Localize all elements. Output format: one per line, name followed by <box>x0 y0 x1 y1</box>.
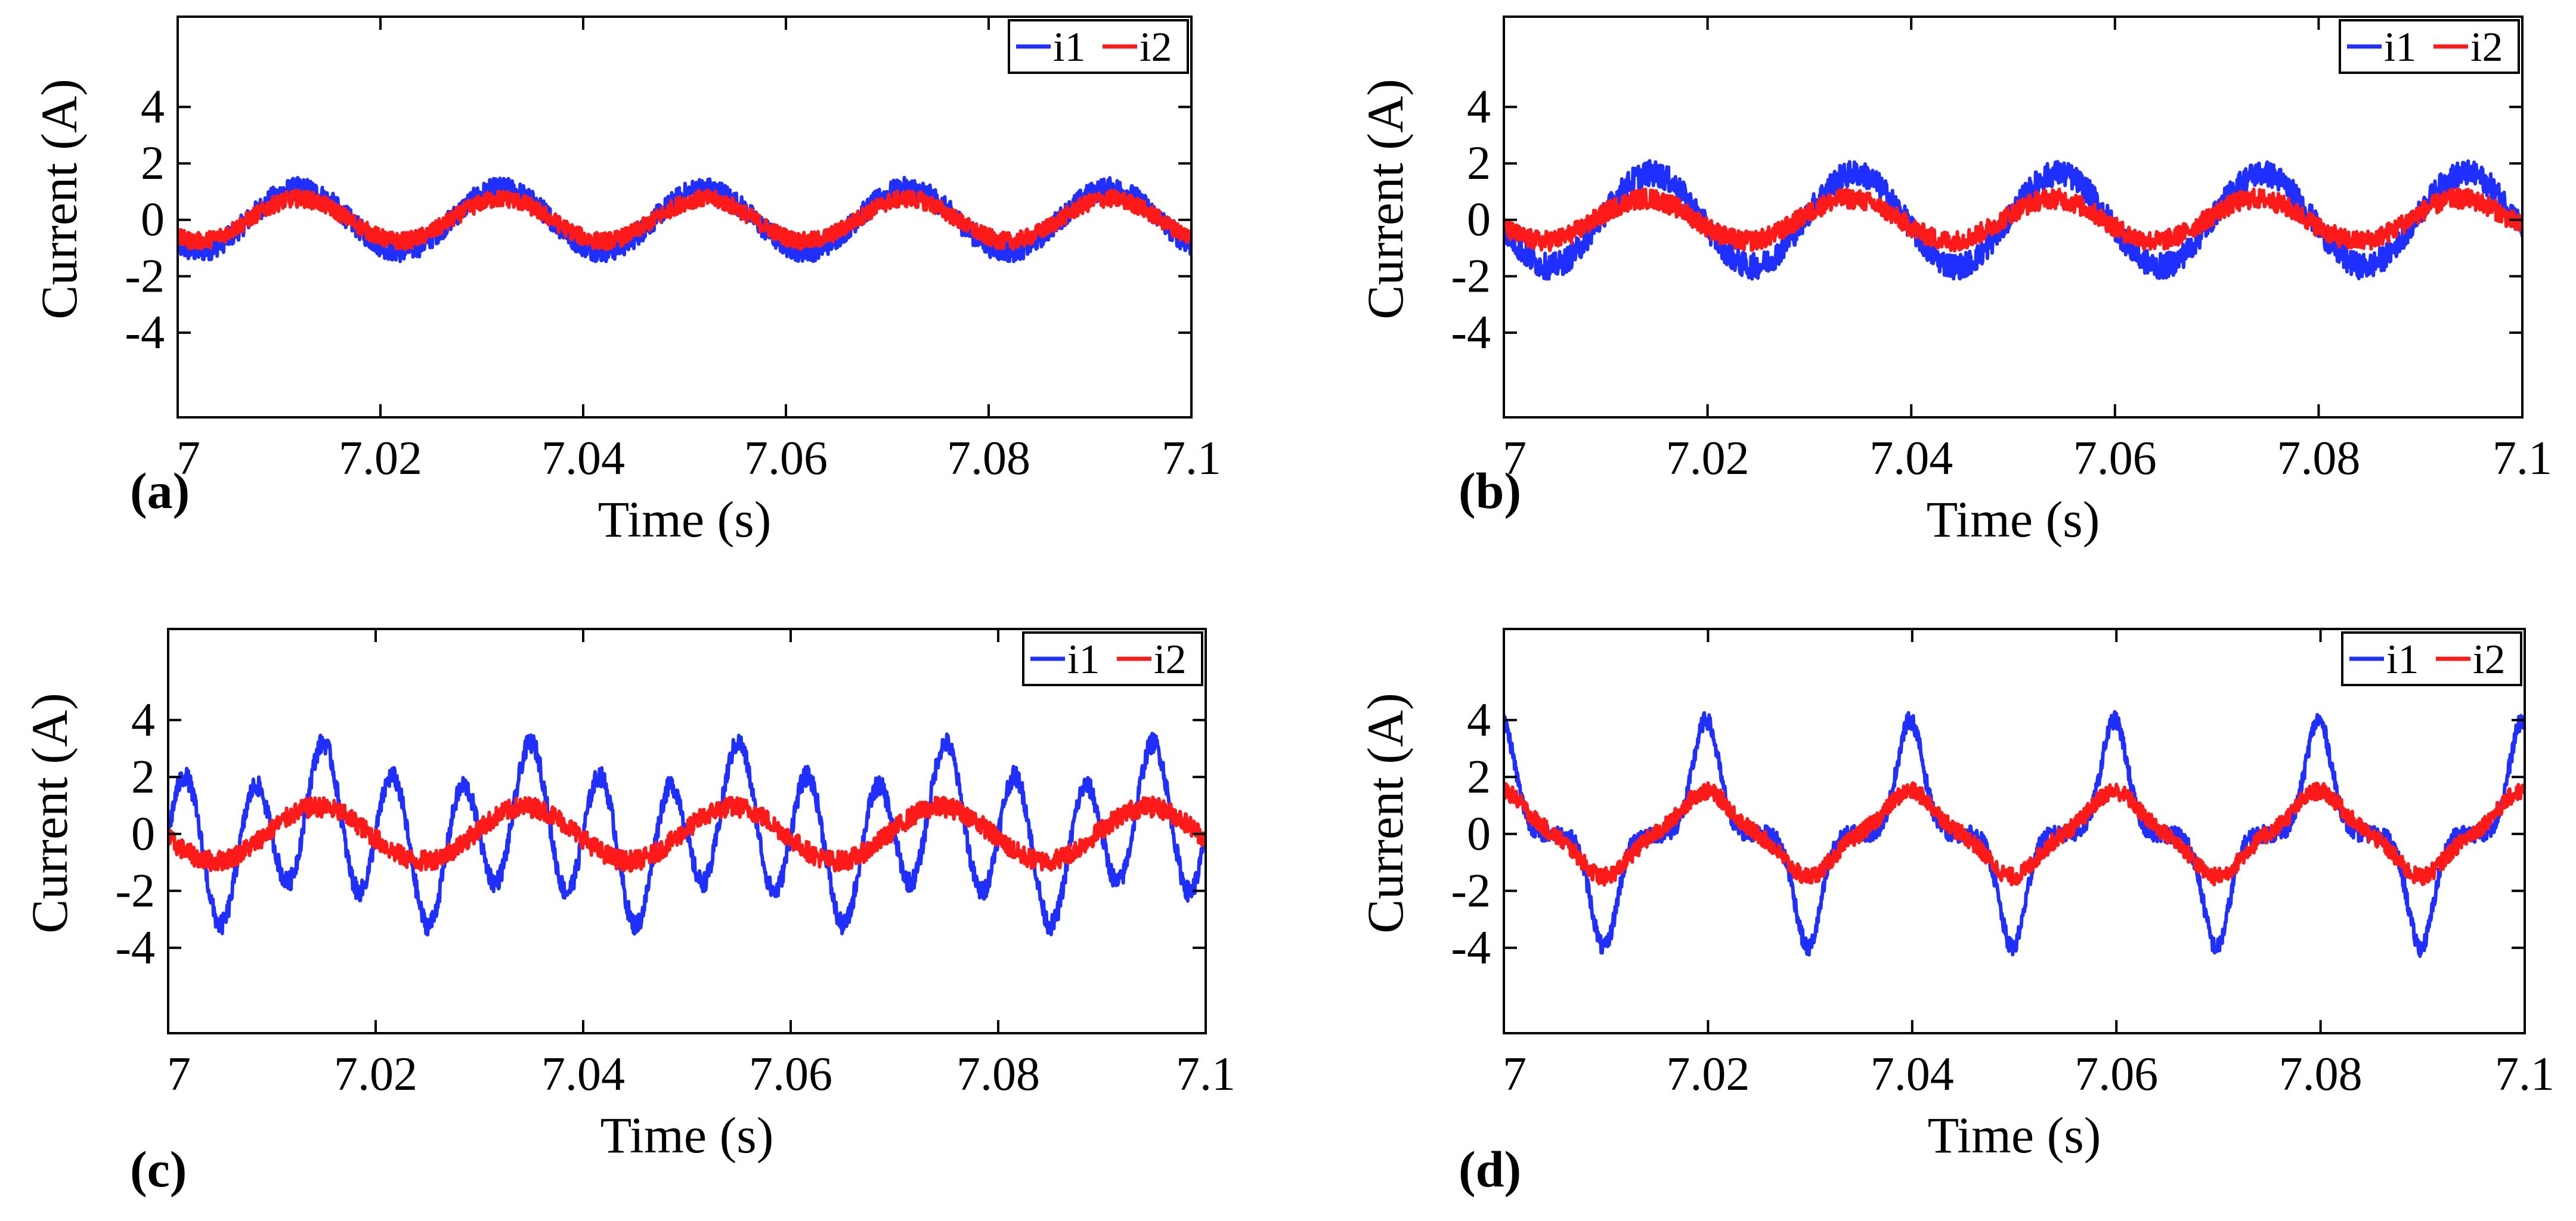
y-tick-label: -4 <box>115 922 155 974</box>
x-tick-label: 7 <box>177 432 200 485</box>
y-tick-label: 0 <box>131 808 155 860</box>
series-line-i2 <box>1504 781 2525 887</box>
x-tick-label: 7.06 <box>744 432 828 485</box>
x-tick-label: 7 <box>1503 432 1527 485</box>
series-line-i2 <box>1504 187 2522 253</box>
y-tick-label: -2 <box>1451 250 1491 302</box>
panel-label: (d) <box>1459 1141 1521 1198</box>
x-tick-label: 7.1 <box>2495 1048 2555 1101</box>
x-axis-title: Time (s) <box>600 1107 774 1164</box>
y-tick-label: 2 <box>131 751 155 803</box>
panel-label: (a) <box>130 462 190 519</box>
panel-label: (b) <box>1459 462 1521 519</box>
y-tick-label: 4 <box>131 694 155 746</box>
legend-label-i1: i1 <box>1053 24 1085 70</box>
y-tick-label: -2 <box>115 864 155 917</box>
axes-frame <box>177 16 1193 419</box>
x-tick-label: 7.02 <box>1666 432 1750 485</box>
panel-d: 7 7.02 7.04 7.06 7.08 7.1 420-2-4 Time (s) Curre… <box>1357 628 2555 1198</box>
series-line-i1 <box>1504 710 2525 958</box>
y-tick-label: -4 <box>125 306 165 359</box>
axes-frame <box>1503 628 2526 1034</box>
legend: i1 i2 <box>2339 19 2520 74</box>
x-tick-label: 7.1 <box>1162 432 1221 485</box>
y-axis-title: Current (A) <box>1357 693 1414 934</box>
y-tick-label: 4 <box>1467 694 1491 746</box>
x-tick-label: 7.1 <box>2493 432 2552 485</box>
legend-label-i2: i2 <box>2473 637 2505 683</box>
panel-c: 7 7.02 7.04 7.06 7.08 7.1 420-2-4 Time (s) Curre… <box>21 628 1236 1198</box>
legend-label-i2: i2 <box>2470 24 2503 70</box>
x-tick-label: 7.08 <box>956 1048 1040 1101</box>
x-tick-label: 7 <box>1503 1048 1527 1101</box>
x-tick-label: 7.02 <box>1666 1048 1750 1101</box>
x-axis-title: Time (s) <box>1927 491 2100 548</box>
x-axis-title: Time (s) <box>1928 1107 2101 1164</box>
y-tick-label: -2 <box>1451 864 1491 917</box>
y-tick-label: 2 <box>1467 751 1491 803</box>
legend-label-i2: i2 <box>1154 637 1186 683</box>
x-tick-label: 7.06 <box>2075 1048 2158 1101</box>
y-tick-label: 4 <box>141 80 165 133</box>
y-tick-label: 2 <box>1467 137 1491 190</box>
y-axis-title: Current (A) <box>1357 79 1414 320</box>
axes-frame <box>1503 16 2524 419</box>
y-tick-label: -4 <box>1451 922 1491 974</box>
x-tick-label: 7.1 <box>1176 1048 1236 1101</box>
legend-label-i2: i2 <box>1140 24 1172 70</box>
y-tick-label: 0 <box>1467 808 1491 860</box>
x-tick-label: 7.04 <box>1869 432 1953 485</box>
y-tick-label: 0 <box>1467 194 1491 246</box>
x-axis-title: Time (s) <box>598 491 772 548</box>
y-axis-title: Current (A) <box>21 693 78 934</box>
y-tick-label: 0 <box>141 194 165 246</box>
x-tick-label: 7.08 <box>947 432 1030 485</box>
y-tick-label: 4 <box>1467 80 1491 133</box>
legend-label-i1: i1 <box>2384 24 2416 70</box>
y-tick-label: 2 <box>141 137 165 190</box>
y-tick-label: -4 <box>1451 306 1491 359</box>
legend-label-i1: i1 <box>2386 637 2419 683</box>
series-line-i2 <box>168 795 1206 873</box>
legend-label-i1: i1 <box>1067 637 1100 683</box>
x-tick-label: 7.06 <box>2073 432 2157 485</box>
x-tick-label: 7 <box>167 1048 191 1101</box>
x-tick-label: 7.02 <box>334 1048 417 1101</box>
x-tick-label: 7.06 <box>749 1048 832 1101</box>
x-tick-label: 7.08 <box>2277 432 2360 485</box>
series-line-i2 <box>178 188 1191 252</box>
series-line-i1 <box>178 175 1191 264</box>
x-tick-label: 7.04 <box>1871 1048 1954 1101</box>
panel-a: 7 7.02 7.04 7.06 7.08 7.1 420-2-4 Time (s) Curre… <box>30 16 1221 548</box>
x-tick-label: 7.02 <box>339 432 422 485</box>
panel-b: 7 7.02 7.04 7.06 7.08 7.1 420-2-4 Time (s) Curre… <box>1357 16 2552 548</box>
legend: i1 i2 <box>1008 19 1189 74</box>
axes-frame <box>167 628 1207 1034</box>
y-tick-label: -2 <box>125 250 165 302</box>
x-tick-label: 7.04 <box>541 432 625 485</box>
legend: i1 i2 <box>2341 631 2522 686</box>
legend: i1 i2 <box>1022 631 1203 686</box>
x-tick-label: 7.04 <box>541 1048 625 1101</box>
x-tick-label: 7.08 <box>2279 1048 2363 1101</box>
panel-label: (c) <box>130 1141 187 1198</box>
y-axis-title: Current (A) <box>30 79 88 320</box>
